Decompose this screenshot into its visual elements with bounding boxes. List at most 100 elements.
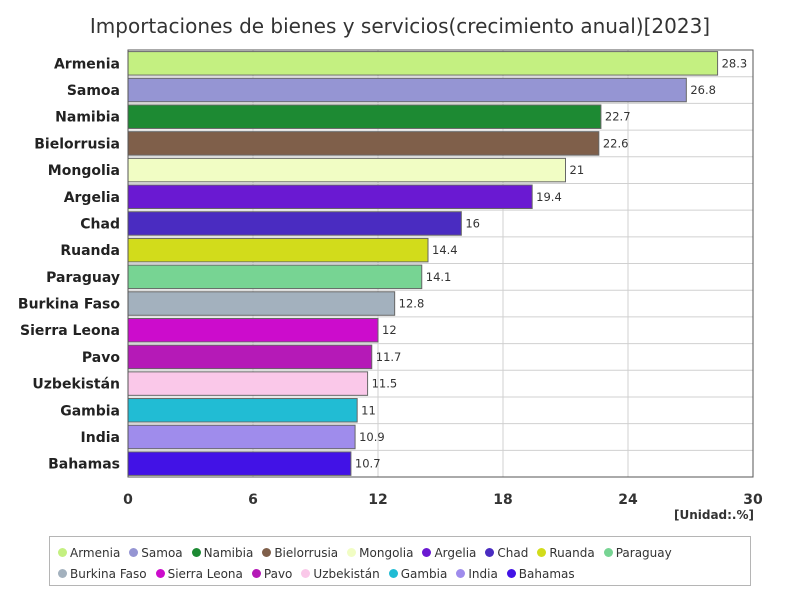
- category-label: Uzbekistán: [32, 377, 120, 393]
- legend-item[interactable]: Uzbekistán: [301, 563, 380, 584]
- legend-item[interactable]: India: [456, 563, 498, 584]
- x-tick-label: 12: [368, 492, 387, 508]
- value-label: 22.7: [605, 110, 631, 124]
- legend-label: Paraguay: [615, 545, 672, 560]
- bar-namibia: [127, 104, 602, 129]
- value-label: 26.8: [690, 83, 716, 97]
- unit-label: [Unidad:.%]: [673, 508, 754, 522]
- value-label: 10.9: [359, 430, 385, 444]
- legend-item[interactable]: Burkina Faso: [58, 563, 147, 584]
- legend-swatch: [506, 569, 516, 578]
- legend-swatch: [129, 548, 139, 557]
- legend-swatch: [262, 548, 272, 557]
- legend-label: Uzbekistán: [313, 566, 380, 581]
- value-label: 22.6: [603, 136, 629, 150]
- legend-label: Argelia: [434, 545, 477, 560]
- category-labels: Armenia Samoa Namibia Bielorrusia Mongolia Ar…: [18, 56, 120, 472]
- legend-item[interactable]: Pavo: [251, 563, 293, 584]
- category-label: Paraguay: [46, 270, 120, 286]
- bars: [127, 51, 719, 476]
- legend-label: Samoa: [141, 545, 183, 560]
- category-label: Mongolia: [48, 163, 120, 179]
- bar-chad: [127, 211, 462, 236]
- legend-swatch: [191, 548, 201, 557]
- bar-burkina-faso: [127, 291, 396, 316]
- legend-item[interactable]: Ruanda: [537, 542, 595, 563]
- x-tick-label: 30: [743, 492, 763, 508]
- legend-item[interactable]: Gambia: [388, 563, 448, 584]
- legend-label: Chad: [497, 545, 529, 560]
- category-label: Ruanda: [60, 243, 120, 259]
- category-label: India: [81, 430, 120, 446]
- value-label: 11.5: [372, 377, 398, 391]
- value-label: 11: [361, 403, 376, 417]
- x-tick-labels: 0 6 12 18 24 30: [123, 492, 763, 508]
- bar-india: [127, 424, 356, 450]
- legend-item[interactable]: Armenia: [58, 542, 120, 563]
- legend-item[interactable]: Bahamas: [506, 563, 575, 584]
- bar-pavo: [127, 344, 373, 370]
- category-label: Burkina Faso: [18, 297, 120, 313]
- category-label: Sierra Leona: [20, 323, 120, 339]
- legend-item[interactable]: Bielorrusia: [262, 542, 338, 563]
- legend-item[interactable]: Samoa: [129, 542, 183, 563]
- legend-swatch: [388, 569, 398, 578]
- legend-swatch: [58, 569, 67, 578]
- legend-label: Namibia: [203, 545, 254, 560]
- legend-item[interactable]: Mongolia: [347, 542, 413, 563]
- category-label: Bahamas: [48, 457, 120, 473]
- value-label: 14.1: [426, 270, 452, 284]
- legend-swatch: [301, 569, 311, 578]
- value-label: 12.8: [399, 297, 425, 311]
- bar-sierra-leona: [127, 317, 379, 343]
- legend: Armenia Samoa Namibia Bielorrusia Mongolia Ar…: [49, 536, 751, 586]
- legend-label: India: [468, 566, 498, 581]
- legend-item[interactable]: Paraguay: [603, 542, 672, 563]
- bar-bielorrusia: [127, 131, 600, 156]
- legend-swatch: [58, 548, 67, 557]
- legend-swatch: [251, 569, 261, 578]
- category-label: Armenia: [54, 56, 120, 72]
- bar-armenia: [127, 51, 719, 76]
- bar-paraguay: [127, 264, 423, 290]
- plot-frame: [127, 49, 754, 478]
- legend-label: Sierra Leona: [167, 566, 243, 581]
- value-label: 21: [570, 163, 585, 177]
- legend-swatch: [456, 569, 466, 578]
- category-label: Argelia: [64, 190, 120, 206]
- x-tick-label: 18: [493, 492, 512, 508]
- bar-ruanda: [127, 237, 429, 263]
- legend-label: Mongolia: [359, 545, 414, 560]
- category-label: Samoa: [67, 83, 120, 99]
- bar-samoa: [127, 77, 687, 103]
- value-label: 11.7: [376, 350, 402, 364]
- legend-item[interactable]: Argelia: [422, 542, 476, 563]
- legend-label: Ruanda: [549, 545, 595, 560]
- legend-swatch: [347, 548, 357, 557]
- value-label: 19.4: [536, 190, 562, 204]
- legend-label: Armenia: [70, 545, 121, 560]
- bar-uzbekistán: [127, 371, 369, 396]
- legend-label: Bahamas: [518, 566, 575, 581]
- legend-item[interactable]: Namibia: [191, 542, 254, 563]
- bar-mongolia: [127, 157, 566, 183]
- bar-bahamas: [127, 451, 352, 476]
- category-label: Gambia: [60, 403, 120, 419]
- legend-label: Gambia: [400, 566, 448, 581]
- legend-label: Pavo: [263, 566, 293, 581]
- legend-item[interactable]: Sierra Leona: [155, 563, 243, 584]
- category-label: Namibia: [55, 110, 120, 126]
- value-label: 10.7: [355, 457, 381, 471]
- value-label: 28.3: [722, 56, 748, 70]
- legend-swatch: [603, 548, 613, 557]
- value-label: 12: [382, 323, 397, 337]
- value-label: 14.4: [432, 243, 458, 257]
- bar-gambia: [127, 398, 358, 423]
- legend-item[interactable]: Chad: [485, 542, 528, 563]
- x-tick-label: 0: [123, 492, 133, 508]
- chart-title: Importaciones de bienes y servicios(crec…: [89, 14, 711, 38]
- legend-swatch: [422, 548, 432, 557]
- legend-swatch: [155, 569, 165, 578]
- category-label: Bielorrusia: [34, 136, 120, 152]
